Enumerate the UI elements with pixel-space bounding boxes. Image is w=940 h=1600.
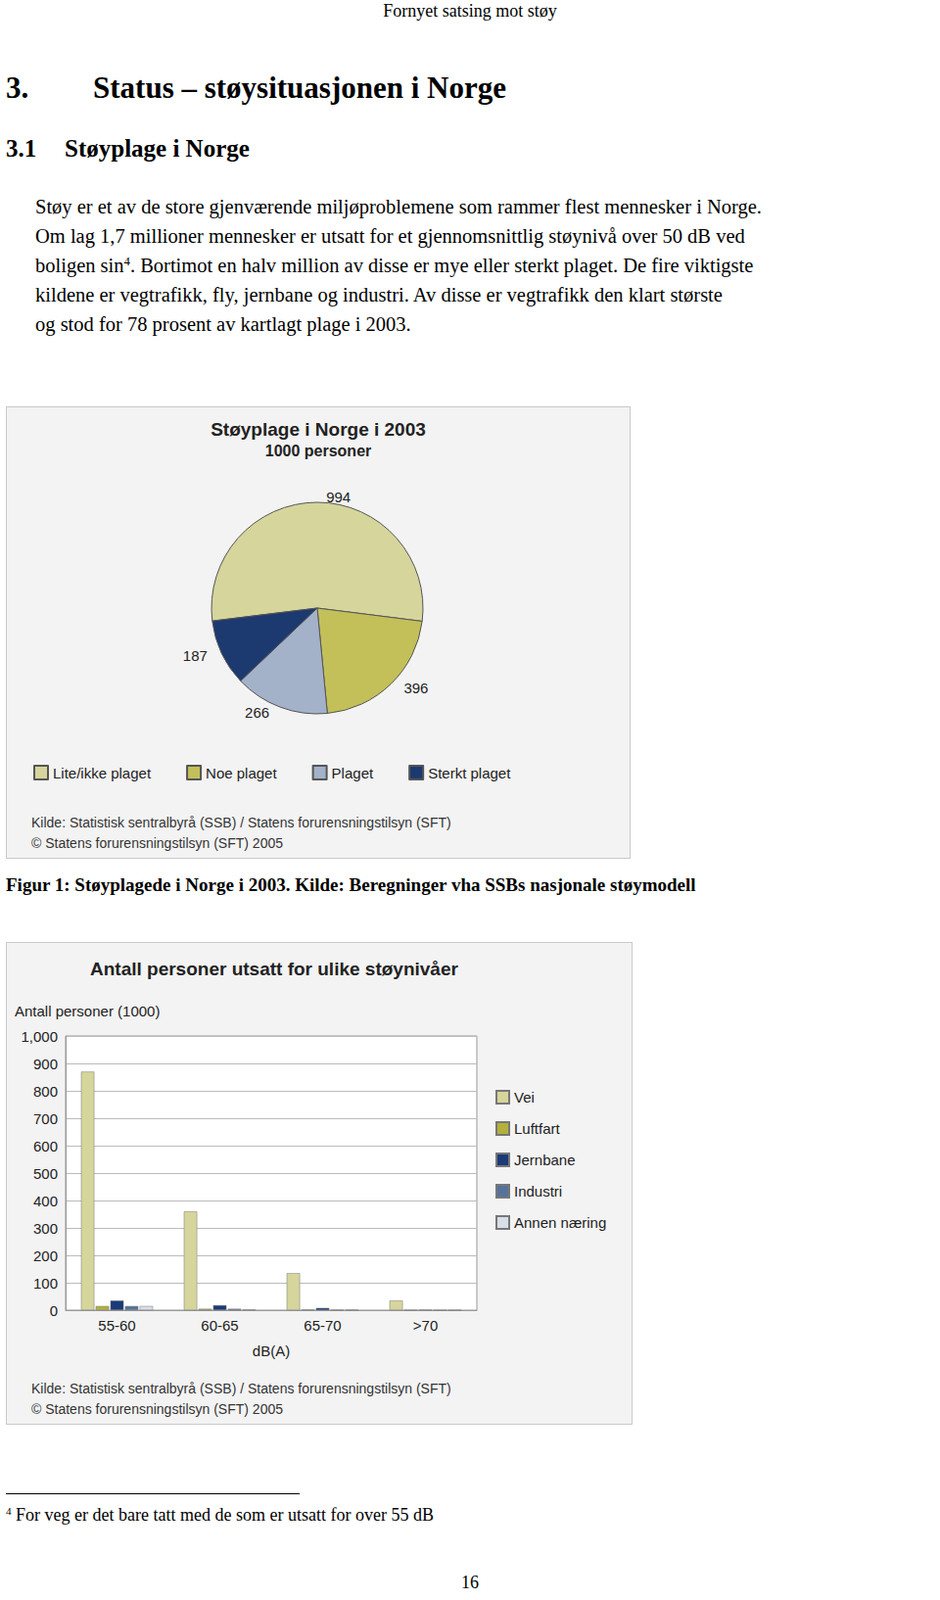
svg-text:Antall personer (1000): Antall personer (1000)	[14, 1002, 160, 1020]
svg-text:600: 600	[33, 1137, 58, 1155]
svg-text:300: 300	[33, 1220, 58, 1237]
svg-text:500: 500	[33, 1165, 58, 1182]
html-text:Støy er et av de store gjenvær: Støy er et av de store gjenværende miljø…	[35, 195, 762, 218]
svg-text:900: 900	[33, 1055, 58, 1073]
svg-text:700: 700	[33, 1110, 58, 1128]
html-text:4For veg er det bare tatt med: 4For veg er det bare tatt med de som er …	[5, 1504, 434, 1525]
svg-text:Plaget: Plaget	[331, 764, 375, 782]
html-text:3.: 3.	[5, 70, 29, 105]
html-text:kildene er vegtrafikk, fly, je: kildene er vegtrafikk, fly, jernbane og …	[35, 283, 723, 306]
svg-text:Industri: Industri	[514, 1182, 563, 1200]
svg-text:800: 800	[33, 1082, 58, 1100]
svg-text:Luftfart: Luftfart	[514, 1120, 562, 1137]
svg-text:Støyplage i Norge i 2003: Støyplage i Norge i 2003	[210, 419, 426, 440]
svg-text:55-60: 55-60	[97, 1316, 136, 1334]
html-text:Status – støysituasjonen i Nor: Status – støysituasjonen i Norge	[93, 70, 507, 105]
svg-text:>70: >70	[413, 1316, 438, 1334]
svg-text:© Statens forurensningstilsyn: © Statens forurensningstilsyn (SFT) 2005	[31, 835, 283, 851]
html-text:Støyplage i Norge: Støyplage i Norge	[64, 135, 250, 162]
html-text:3.1: 3.1	[5, 135, 37, 162]
svg-text:Jernbane: Jernbane	[514, 1151, 576, 1169]
svg-text:266: 266	[244, 704, 270, 721]
html-text:Fornyet satsing mot støy: Fornyet satsing mot støy	[383, 0, 557, 21]
html-text:16: 16	[461, 1572, 479, 1593]
svg-text:1000 personer: 1000 personer	[265, 442, 373, 460]
svg-text:dB(A): dB(A)	[252, 1342, 290, 1360]
svg-text:Noe plaget: Noe plaget	[205, 764, 278, 782]
svg-text:65-70: 65-70	[303, 1316, 341, 1334]
svg-text:Kilde: Statistisk sentralbyrå: Kilde: Statistisk sentralbyrå (SSB) / St…	[31, 1380, 452, 1397]
svg-text:Vei: Vei	[514, 1088, 535, 1106]
svg-text:Kilde: Statistisk sentralbyrå: Kilde: Statistisk sentralbyrå (SSB) / St…	[31, 814, 452, 831]
svg-text:Antall personer utsatt for uli: Antall personer utsatt for ulike støyniv…	[90, 958, 459, 980]
svg-text:400: 400	[33, 1192, 58, 1210]
svg-text:1,000: 1,000	[20, 1028, 58, 1045]
svg-text:© Statens forurensningstilsyn: © Statens forurensningstilsyn (SFT) 2005	[31, 1401, 283, 1417]
svg-text:Lite/ikke plaget: Lite/ikke plaget	[52, 764, 152, 782]
svg-text:994: 994	[326, 488, 351, 506]
svg-text:0: 0	[49, 1302, 58, 1319]
svg-text:100: 100	[33, 1274, 58, 1292]
svg-text:396: 396	[403, 679, 428, 697]
svg-text:60-65: 60-65	[200, 1316, 238, 1334]
svg-text:Sterkt plaget: Sterkt plaget	[427, 764, 512, 782]
svg-text:187: 187	[183, 647, 208, 664]
svg-text:Annen næring: Annen næring	[514, 1214, 607, 1231]
html-text:Om lag 1,7 millioner mennesker: Om lag 1,7 millioner mennesker er utsatt…	[35, 225, 745, 247]
svg-text:200: 200	[33, 1247, 58, 1265]
html-text:og stod for 78 prosent av kart: og stod for 78 prosent av kartlagt plage…	[35, 313, 411, 335]
html-text:boligen sin4. Bortimot en halv: boligen sin4. Bortimot en halv million a…	[35, 254, 754, 277]
html-text:Figur 1: Støyplagede i Norge i: Figur 1: Støyplagede i Norge i 2003. Kil…	[5, 874, 696, 895]
